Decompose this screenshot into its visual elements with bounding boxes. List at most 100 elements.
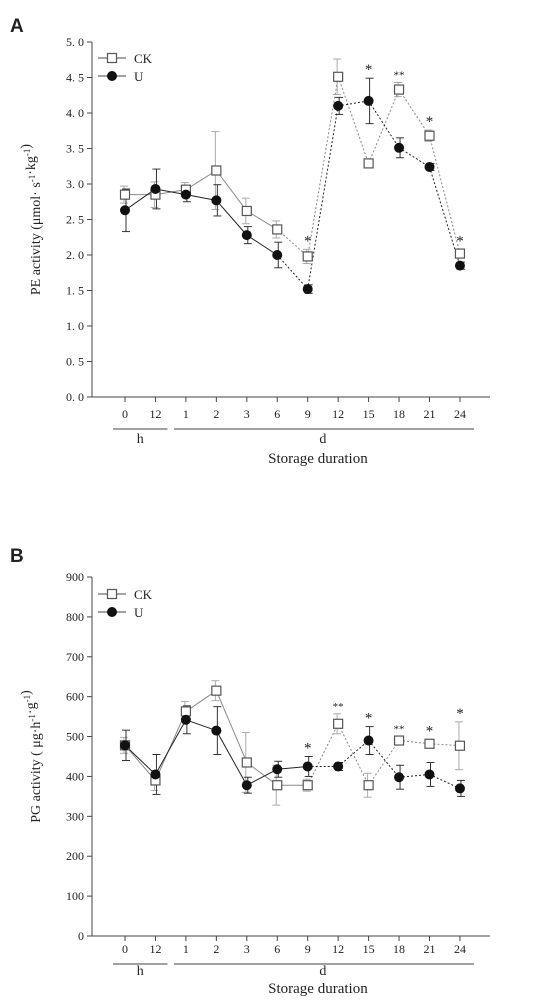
x-tick-label: 9 xyxy=(305,407,311,421)
legend: CK U xyxy=(98,51,153,84)
y-tick-label: 1. 0 xyxy=(66,319,84,333)
series-line-u xyxy=(215,200,248,236)
y-axis-title: PE activity (μmol· s-1·kg-1) xyxy=(19,144,44,296)
series-line-u xyxy=(368,740,400,778)
significance-mark: ** xyxy=(394,724,405,736)
series-line-ck xyxy=(337,76,370,164)
data-point-u xyxy=(454,783,465,794)
series-line-u xyxy=(246,768,278,786)
data-point-u xyxy=(272,250,283,260)
series-line-u xyxy=(338,100,369,107)
series-line-u xyxy=(185,719,217,732)
group-label-h: h xyxy=(137,432,144,447)
x-tick-label: 3 xyxy=(244,942,250,956)
x-tick-label: 12 xyxy=(332,407,344,421)
legend-label-ck: CK xyxy=(134,51,153,66)
series-line-ck xyxy=(215,170,248,212)
data-point-u xyxy=(333,100,344,111)
y-axis-title-superscript: -1 xyxy=(22,149,32,157)
data-point-u xyxy=(211,725,222,736)
data-point-ck xyxy=(272,224,283,235)
series-line-ck xyxy=(398,89,430,136)
legend-label-ck: CK xyxy=(134,587,153,602)
y-tick-label: 200 xyxy=(66,849,84,863)
series-line-ck xyxy=(429,135,461,254)
data-point-u xyxy=(333,761,344,772)
data-point-u xyxy=(272,764,283,775)
x-tick-label: 18 xyxy=(393,407,405,421)
x-tick-label: 0 xyxy=(122,942,128,956)
data-point-u xyxy=(394,142,405,153)
x-tick-label: 12 xyxy=(149,942,161,956)
data-point-u xyxy=(302,284,313,295)
series-line-u xyxy=(398,147,430,168)
y-tick-label: 2. 0 xyxy=(66,248,84,262)
y-tick-label: 2. 5 xyxy=(66,213,84,227)
data-point-u xyxy=(120,740,130,751)
y-tick-label: 500 xyxy=(66,730,84,744)
x-tick-label: 2 xyxy=(213,407,219,421)
data-point-ck xyxy=(454,248,466,259)
data-point-u xyxy=(120,205,130,216)
data-point-u xyxy=(424,769,435,780)
y-tick-label: 5. 0 xyxy=(66,35,84,49)
group-label-d: d xyxy=(319,432,326,447)
series-line-u xyxy=(246,234,278,256)
legend: CK U xyxy=(98,587,153,620)
y-tick-label: 3. 5 xyxy=(66,142,84,156)
data-point-ck xyxy=(393,735,405,746)
series-line-u xyxy=(215,730,248,786)
data-point-u xyxy=(150,769,161,780)
data-point-ck xyxy=(333,718,344,729)
y-axis-title-part: ) xyxy=(19,144,34,149)
significance-mark: * xyxy=(365,711,373,727)
y-tick-label: 400 xyxy=(66,769,84,783)
significance-mark: * xyxy=(304,741,312,757)
x-tick-label: 6 xyxy=(274,942,280,956)
data-point-u xyxy=(302,761,313,772)
significance-mark: * xyxy=(456,233,464,249)
data-point-u xyxy=(241,780,252,791)
data-point-ck xyxy=(333,71,344,82)
legend-marker-ck xyxy=(106,588,118,600)
data-point-u xyxy=(424,161,435,172)
data-point-u xyxy=(363,735,374,746)
data-point-ck xyxy=(272,780,283,791)
data-point-u xyxy=(211,195,222,206)
data-point-ck xyxy=(363,780,374,791)
series-line-ck xyxy=(307,723,339,786)
data-point-ck xyxy=(363,158,374,169)
x-tick-label: 12 xyxy=(149,407,161,421)
group-label-d: d xyxy=(319,964,326,979)
data-point-ck xyxy=(302,780,313,791)
x-tick-label: 24 xyxy=(454,942,466,956)
y-tick-label: 900 xyxy=(66,570,84,584)
series-line-u xyxy=(429,166,461,266)
data-point-ck xyxy=(180,706,191,717)
series-line-u xyxy=(368,100,400,149)
series-line-ck xyxy=(215,690,248,763)
data-point-ck xyxy=(241,205,252,217)
series-line-u xyxy=(337,740,369,767)
y-tick-label: 700 xyxy=(66,650,84,664)
panel-label: A xyxy=(10,16,24,37)
y-tick-label: 0. 0 xyxy=(66,390,84,404)
y-axis-title-part: PE activity (μmol· s xyxy=(29,182,44,295)
x-tick-label: 1 xyxy=(183,407,189,421)
data-point-u xyxy=(454,260,465,271)
series-line-u xyxy=(155,719,187,775)
x-tick-label: 0 xyxy=(122,407,128,421)
series-line-u xyxy=(185,194,217,201)
y-axis-title-part: ) xyxy=(19,690,34,695)
x-tick-label: 18 xyxy=(393,942,405,956)
x-tick-label: 3 xyxy=(244,407,250,421)
y-tick-label: 3. 0 xyxy=(66,177,84,191)
series-line-ck xyxy=(307,76,339,257)
data-point-u xyxy=(363,95,374,106)
x-tick-label: 15 xyxy=(363,407,375,421)
significance-mark: * xyxy=(456,706,464,722)
y-tick-label: 0 xyxy=(78,929,84,943)
legend-marker-u xyxy=(107,607,117,617)
y-tick-label: 800 xyxy=(66,610,84,624)
